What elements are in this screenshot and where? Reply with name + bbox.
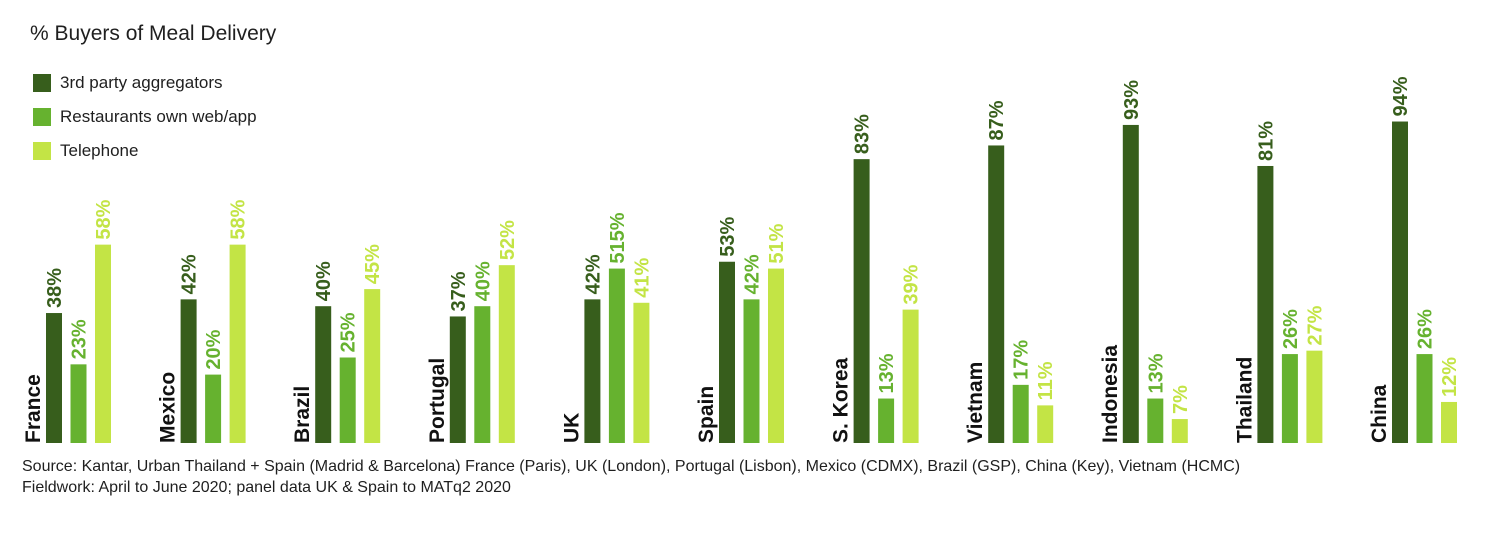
category-label-spain: Spain bbox=[695, 386, 718, 443]
bar-france-aggregators bbox=[46, 313, 62, 443]
bar-brazil-aggregators bbox=[315, 306, 332, 443]
bar-indonesia-restaurants bbox=[1147, 398, 1164, 443]
data-label-portugal-telephone: 52% bbox=[497, 220, 519, 260]
legend-item-telephone: Telephone bbox=[33, 134, 257, 168]
data-label-s-korea-restaurants: 13% bbox=[876, 353, 898, 393]
legend: 3rd party aggregators Restaurants own we… bbox=[33, 66, 257, 168]
bar-portugal-aggregators bbox=[449, 316, 466, 443]
bar-spain-restaurants bbox=[743, 299, 760, 443]
data-label-thailand-restaurants: 26% bbox=[1280, 309, 1302, 349]
data-label-spain-restaurants: 42% bbox=[742, 254, 764, 294]
legend-item-restaurants: Restaurants own web/app bbox=[33, 100, 257, 134]
data-label-indonesia-restaurants: 13% bbox=[1145, 353, 1167, 393]
data-label-spain-telephone: 51% bbox=[766, 223, 788, 263]
bar-uk-aggregators bbox=[584, 299, 601, 443]
data-label-brazil-aggregators: 40% bbox=[313, 261, 335, 301]
bar-mexico-telephone bbox=[229, 244, 246, 443]
bar-china-telephone bbox=[1441, 401, 1457, 443]
legend-label-aggregators: 3rd party aggregators bbox=[60, 73, 223, 92]
legend-swatch-restaurants bbox=[33, 108, 51, 126]
bar-china-aggregators bbox=[1392, 121, 1408, 444]
category-label-brazil: Brazil bbox=[291, 386, 314, 443]
category-label-portugal: Portugal bbox=[426, 358, 449, 443]
bar-portugal-restaurants bbox=[474, 306, 491, 443]
category-label-uk: UK bbox=[560, 413, 583, 443]
data-label-brazil-restaurants: 25% bbox=[338, 312, 360, 352]
category-label-france: France bbox=[22, 374, 45, 443]
data-label-china-telephone: 12% bbox=[1439, 357, 1461, 397]
data-label-vietnam-aggregators: 87% bbox=[986, 100, 1008, 140]
data-label-thailand-aggregators: 81% bbox=[1255, 121, 1277, 161]
data-label-indonesia-aggregators: 93% bbox=[1121, 80, 1143, 120]
bar-china-restaurants bbox=[1416, 354, 1433, 443]
bar-uk-restaurants bbox=[608, 268, 625, 443]
bar-spain-aggregators bbox=[719, 261, 735, 443]
category-label-indonesia: Indonesia bbox=[1099, 345, 1122, 443]
legend-label-telephone: Telephone bbox=[60, 141, 139, 160]
category-label-thailand: Thailand bbox=[1233, 357, 1256, 443]
bar-france-restaurants bbox=[70, 364, 87, 443]
bar-thailand-aggregators bbox=[1257, 165, 1274, 444]
legend-swatch-telephone bbox=[33, 142, 51, 160]
data-label-thailand-telephone: 27% bbox=[1304, 305, 1326, 345]
bar-mexico-aggregators bbox=[180, 299, 197, 443]
category-label-mexico: Mexico bbox=[157, 372, 180, 443]
bar-mexico-restaurants bbox=[205, 374, 222, 443]
data-label-uk-restaurants: 515% bbox=[607, 212, 629, 263]
chart-title: % Buyers of Meal Delivery bbox=[30, 22, 277, 45]
legend-label-restaurants: Restaurants own web/app bbox=[60, 107, 257, 126]
fieldwork-note: Fieldwork: April to June 2020; panel dat… bbox=[22, 479, 511, 496]
data-label-france-telephone: 58% bbox=[93, 199, 115, 239]
legend-swatch-aggregators bbox=[33, 74, 51, 92]
data-label-portugal-restaurants: 40% bbox=[472, 261, 494, 301]
data-label-brazil-telephone: 45% bbox=[362, 244, 384, 284]
bar-spain-telephone bbox=[768, 268, 784, 443]
category-label-s-korea: S. Korea bbox=[830, 357, 853, 443]
bar-s-korea-telephone bbox=[902, 309, 919, 443]
data-label-indonesia-telephone: 7% bbox=[1170, 385, 1192, 414]
bar-indonesia-aggregators bbox=[1122, 124, 1139, 443]
data-label-vietnam-restaurants: 17% bbox=[1011, 340, 1033, 380]
data-label-france-aggregators: 38% bbox=[44, 268, 66, 308]
bar-indonesia-telephone bbox=[1171, 419, 1188, 443]
bar-brazil-restaurants bbox=[339, 357, 356, 443]
data-label-s-korea-telephone: 39% bbox=[901, 264, 923, 304]
bar-france-telephone bbox=[95, 244, 111, 443]
data-label-vietnam-telephone: 11% bbox=[1035, 361, 1057, 400]
chart-footer: Source: Kantar, Urban Thailand + Spain (… bbox=[22, 456, 1240, 498]
bar-vietnam-aggregators bbox=[988, 145, 1005, 443]
bar-thailand-restaurants bbox=[1281, 354, 1298, 443]
bar-s-korea-restaurants bbox=[878, 398, 895, 443]
legend-item-aggregators: 3rd party aggregators bbox=[33, 66, 257, 100]
source-note: Source: Kantar, Urban Thailand + Spain (… bbox=[22, 458, 1241, 475]
data-label-mexico-restaurants: 20% bbox=[203, 329, 225, 369]
data-label-uk-telephone: 41% bbox=[631, 258, 653, 298]
category-label-china: China bbox=[1368, 384, 1391, 443]
data-label-china-restaurants: 26% bbox=[1415, 309, 1437, 349]
data-label-uk-aggregators: 42% bbox=[582, 254, 604, 294]
data-label-france-restaurants: 23% bbox=[69, 319, 91, 359]
bar-vietnam-telephone bbox=[1037, 405, 1054, 443]
data-label-china-aggregators: 94% bbox=[1390, 76, 1412, 116]
category-label-vietnam: Vietnam bbox=[964, 362, 987, 443]
bar-uk-telephone bbox=[633, 302, 650, 443]
bar-vietnam-restaurants bbox=[1012, 384, 1029, 443]
data-label-mexico-aggregators: 42% bbox=[179, 254, 201, 294]
data-label-spain-aggregators: 53% bbox=[717, 216, 739, 256]
bar-brazil-telephone bbox=[364, 289, 381, 443]
data-label-s-korea-aggregators: 83% bbox=[852, 114, 874, 154]
bar-s-korea-aggregators bbox=[853, 159, 870, 443]
data-label-mexico-telephone: 58% bbox=[228, 199, 250, 239]
bar-thailand-telephone bbox=[1306, 350, 1323, 443]
bar-portugal-telephone bbox=[498, 265, 515, 443]
data-label-portugal-aggregators: 37% bbox=[448, 271, 470, 311]
